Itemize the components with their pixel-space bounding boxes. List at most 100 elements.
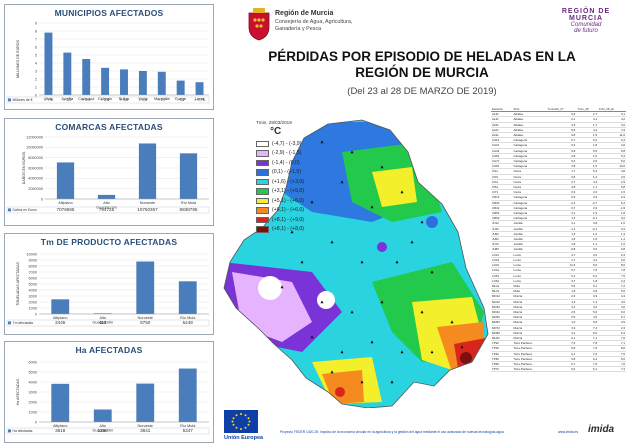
table-cell: 0,5 (546, 314, 577, 321)
y-tick-label: 5 (35, 53, 37, 57)
y-tick-label: 0 (35, 420, 37, 424)
table-cell: Murcia (512, 319, 547, 326)
table-cell: Torre Pacheco (512, 345, 547, 352)
legend-swatch (256, 226, 269, 233)
table-cell: LO51 (491, 273, 513, 279)
x-tick-label: Río Mula (180, 316, 196, 320)
table-cell: 5,4 (576, 168, 599, 175)
data-table-row (6, 427, 210, 435)
x-tick-label: Guadalentín (92, 429, 113, 433)
x-tick-label: Cehegín (98, 97, 112, 101)
table-cell: 4,0 (598, 142, 626, 149)
table-cell: Murcia (512, 314, 547, 321)
data-value-label: 5448 (183, 320, 194, 325)
footer-url[interactable]: www.imida.es (558, 430, 579, 434)
table-row: CI31 Cieza 3,6 1,4 2,6 (491, 174, 626, 180)
table-cell: 6,8 (546, 148, 577, 154)
table-cell: Albaleu (512, 122, 547, 128)
logo-tagline-2: de futuro (574, 28, 598, 34)
table-cell: 5,7 (546, 267, 577, 274)
table-row: JU82 Jumilla -0,8 0,6 0,8 (491, 246, 626, 253)
table-cell: 0,8 (546, 132, 577, 139)
x-tick-label: Jumilla (61, 97, 74, 101)
table-cell: 3,6 (546, 174, 577, 180)
table-row: TP42 Torre Pacheco 6,1 7,0 7,5 (491, 351, 626, 357)
table-cell: 1,8 (576, 236, 599, 243)
table-cell: 9,6 (576, 262, 599, 269)
y-tick-label: 3000 (29, 294, 37, 298)
table-cell: JU12 (491, 220, 513, 227)
table-cell: CI51 (491, 184, 513, 191)
table-cell: CA91 (491, 163, 513, 170)
x-tick-label: Alto (99, 316, 106, 320)
table-row: MO62 Murcia 1,0 5,8 3,9 (491, 319, 626, 326)
table-cell: Cieza (512, 184, 547, 191)
table-cell: 2,8 (546, 153, 577, 160)
table-cell: 1,3 (546, 215, 577, 222)
station-marker (450, 320, 454, 324)
legend-swatch (256, 150, 269, 157)
table-row: MO42 Murcia 2,5 5,0 6,0 (491, 309, 626, 316)
table-row: JU72 Jumilla 1,8 1,1 1,5 (491, 241, 626, 248)
y-tick-label: 6 (35, 45, 37, 49)
station-markers (280, 140, 464, 384)
y-tick-label: 0 (35, 93, 37, 97)
table-cell: AL61 (491, 127, 513, 134)
table-cell: MO72 (491, 325, 513, 331)
table-cell: 1,5 (598, 241, 626, 248)
table-cell: Cieza (512, 168, 547, 175)
table-cell: Cartagena (512, 158, 547, 165)
table-cell: 4,2 (598, 116, 626, 123)
bar (93, 313, 112, 314)
table-cell: 6,7 (546, 137, 577, 144)
y-tick-label: 4000000 (28, 177, 43, 181)
table-cell: 5,0 (576, 309, 599, 316)
x-tick-label: Noroeste (138, 316, 153, 320)
map-legend: Tmin, 28/03/2019 °C (-4,7) - (-3,9) (-2,9… (256, 120, 318, 234)
legend-label: (-4,7) - (-3,9) (272, 140, 302, 147)
table-cell: 5,8 (598, 148, 626, 154)
bar (136, 261, 155, 314)
table-cell: 5,8 (546, 356, 577, 362)
page-title: PÉRDIDAS POR EPISODIO DE HELADAS EN LA R… (222, 49, 622, 81)
table-cell: 3,9 (598, 319, 626, 326)
table-row: LO21 Lorca 2,7 4,4 6,0 (491, 257, 626, 264)
data-value-label: 1250 (98, 428, 109, 433)
table-header-cell: Tmin_28 (576, 107, 599, 113)
station-marker (330, 370, 334, 374)
table-cell: 1,7 (546, 168, 577, 175)
y-tick-label: 10000000 (26, 146, 43, 150)
table-cell: 8,0 (598, 345, 626, 352)
y-tick-label: 3000 (29, 390, 37, 394)
table-cell: 5,4 (546, 158, 577, 165)
x-tick-label: Yecla (138, 97, 148, 101)
table-cell: 3,9 (576, 293, 599, 300)
y-tick-label: 7 (35, 37, 37, 41)
station-marker (310, 200, 314, 204)
table-cell: 2,7 (546, 257, 577, 264)
y-tick-label: 4 (35, 61, 37, 65)
data-table-row (6, 96, 210, 104)
table-cell: 7,8 (576, 340, 599, 347)
table-cell: AL91 (491, 132, 513, 139)
table-cell: Cartagena (512, 215, 547, 222)
data-value-label: > 0,7 (176, 98, 185, 102)
x-tick-label: Río Mula (181, 201, 197, 205)
table-cell: 11,3 (546, 262, 577, 269)
table-row: AL91 Albaleu 0,8 1,5 11,0 (491, 132, 626, 139)
table-cell: 0,8 (598, 246, 626, 253)
table-cell: 2,9 (576, 205, 599, 212)
table-cell: 7,6 (598, 335, 626, 342)
table-cell: TP52 (491, 356, 513, 362)
table-row: LO12 Lorca 4,7 3,6 6,4 (491, 252, 626, 258)
table-cell: CI71 (491, 189, 513, 196)
table-cell: 7,5 (546, 340, 577, 347)
legend-label: (+6,1) - (+6,0) (272, 207, 305, 214)
table-cell: 1,5 (576, 153, 599, 160)
station-marker (410, 240, 414, 244)
imida-logo: imida (588, 424, 615, 435)
y-axis-label: TONELADAS AFECTADAS (16, 262, 20, 306)
table-row: CR52 Cartagena 4,1 1,9 1,8 (491, 210, 626, 217)
table-cell: 6,4 (598, 200, 626, 206)
table-cell: Mula (512, 288, 547, 295)
